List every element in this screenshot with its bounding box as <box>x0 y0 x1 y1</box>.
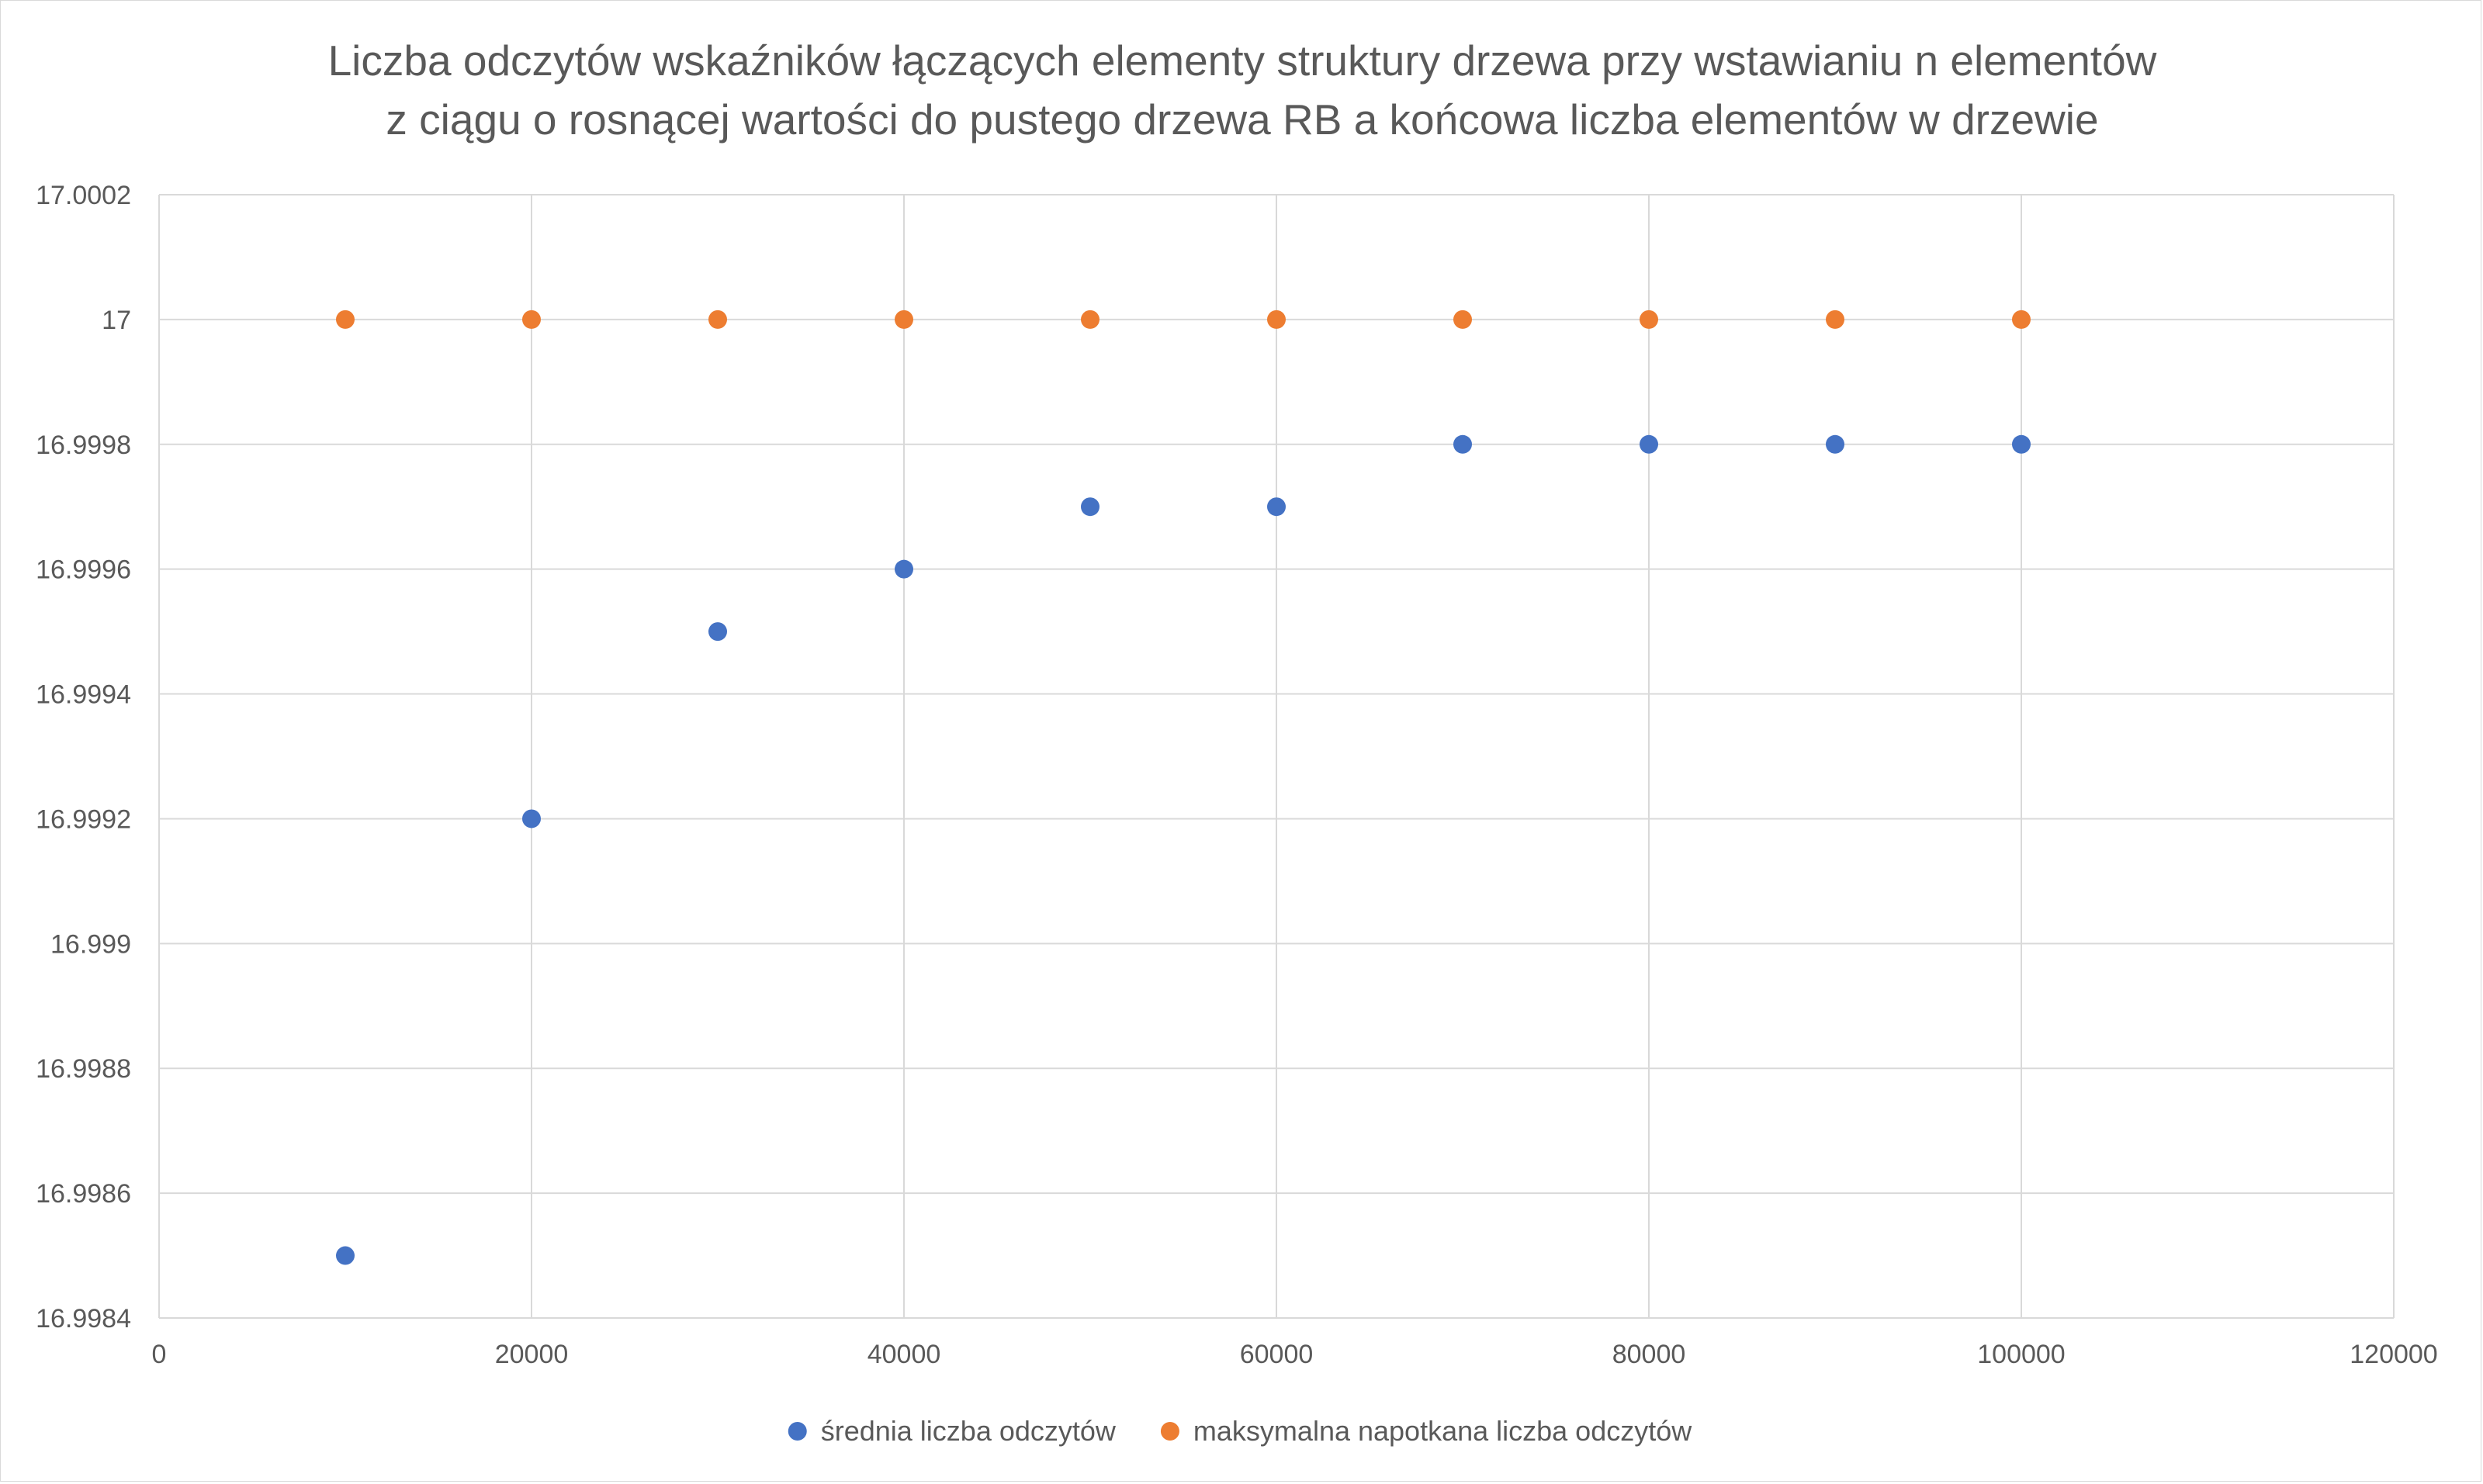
series-1 <box>336 434 2031 1265</box>
data-point <box>1453 310 1472 329</box>
data-point <box>1826 434 1844 454</box>
data-point <box>708 310 727 329</box>
data-point <box>1081 497 1100 517</box>
data-point <box>2012 310 2031 329</box>
data-point <box>1081 310 1100 329</box>
data-point <box>1453 434 1472 454</box>
x-tick-label: 0 <box>152 1340 167 1369</box>
data-point <box>895 310 913 329</box>
y-tick-label: 17.0002 <box>36 181 131 210</box>
y-tick-label: 16.9988 <box>36 1054 131 1084</box>
x-tick-label: 40000 <box>867 1340 941 1369</box>
data-point <box>336 310 355 329</box>
legend-label: średnia liczba odczytów <box>821 1415 1117 1447</box>
y-tick-label: 16.999 <box>50 929 131 959</box>
legend-item: średnia liczba odczytów <box>788 1415 1117 1447</box>
legend-label: maksymalna napotkana liczba odczytów <box>1193 1415 1692 1447</box>
data-point <box>1267 497 1286 517</box>
chart-title-line-1: Liczba odczytów wskaźników łączących ele… <box>328 36 2157 85</box>
legend-marker <box>788 1422 807 1441</box>
data-point <box>1640 310 1658 329</box>
series-2 <box>336 310 2031 329</box>
chart-title-line-2: z ciągu o rosnącej wartości do pustego d… <box>386 95 2098 144</box>
y-axis-tick-labels: 17.0002 17 16.9998 16.9996 16.9994 16.9992 16.… <box>36 181 131 1334</box>
x-tick-label: 60000 <box>1240 1340 1314 1369</box>
data-point <box>336 1246 355 1265</box>
data-point <box>1826 310 1844 329</box>
data-point <box>1640 434 1658 454</box>
x-tick-label: 20000 <box>495 1340 569 1369</box>
data-point <box>1267 310 1286 329</box>
y-tick-label: 16.9992 <box>36 804 131 834</box>
y-tick-label: 16.9998 <box>36 431 131 460</box>
data-points <box>336 310 2031 1265</box>
x-tick-label: 100000 <box>1977 1340 2065 1369</box>
y-tick-label: 16.9986 <box>36 1179 131 1209</box>
x-axis-tick-labels: 0 20000 40000 60000 80000 100000 120000 <box>152 1340 2438 1369</box>
legend: średnia liczba odczytów maksymalna napotk… <box>788 1415 1692 1447</box>
y-tick-label: 16.9984 <box>36 1304 131 1334</box>
legend-item: maksymalna napotkana liczba odczytów <box>1160 1415 1692 1447</box>
gridlines <box>158 194 2395 1319</box>
legend-marker <box>1160 1422 1179 1441</box>
y-tick-label: 16.9994 <box>36 680 131 710</box>
data-point <box>708 622 727 642</box>
y-tick-label: 17 <box>102 306 131 335</box>
data-point <box>895 559 913 579</box>
y-tick-label: 16.9996 <box>36 555 131 585</box>
data-point <box>2012 434 2031 454</box>
data-point <box>522 809 541 828</box>
x-tick-label: 80000 <box>1612 1340 1686 1369</box>
data-point <box>522 310 541 329</box>
x-tick-label: 120000 <box>2350 1340 2437 1369</box>
